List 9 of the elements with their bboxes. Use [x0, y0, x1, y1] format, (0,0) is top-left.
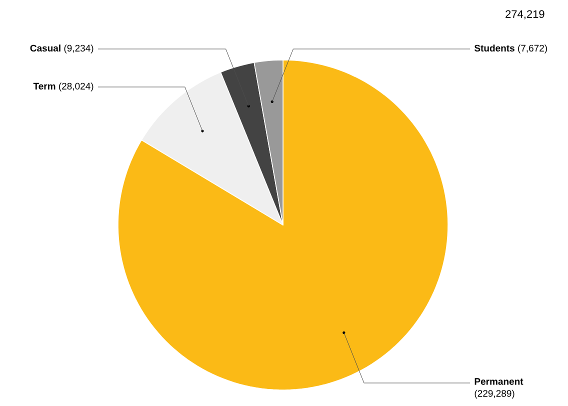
text: 274,219	[506, 10, 544, 20]
data-label: (229,289)	[474, 390, 514, 399]
slice-label: Permanent	[474, 378, 524, 385]
slice-label: Casual	[30, 44, 60, 52]
data-label: (9,234)	[64, 44, 94, 54]
data-label: (28,024)	[59, 82, 94, 92]
data-label: (7,672)	[518, 44, 547, 54]
slice-label: Term	[33, 82, 56, 90]
slice-label: Students	[474, 44, 514, 52]
